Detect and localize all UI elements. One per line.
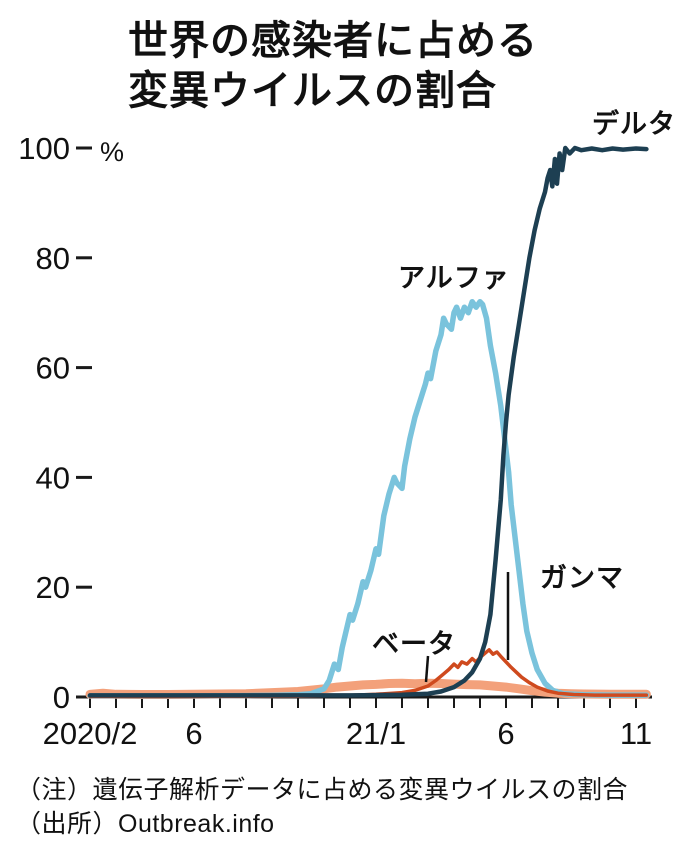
x-tick-label: 6 [185, 716, 202, 751]
x-tick-label: 11 [620, 716, 652, 751]
y-tick-label: 20 [36, 570, 70, 605]
x-tick-label: 6 [497, 716, 514, 751]
series-label-gamma: ガンマ [540, 563, 624, 593]
chart-title: 世界の感染者に占める 変異ウイルスの割合 [128, 16, 538, 116]
y-tick-label: 60 [36, 351, 70, 386]
x-tick-label: 21/1 [346, 716, 406, 751]
y-unit-label: % [100, 137, 124, 167]
footnote-source: （出所）Outbreak.info [16, 810, 275, 838]
y-tick-label: 0 [53, 680, 70, 715]
beta-leader-line [424, 655, 430, 683]
footnote-note: （注）遺伝子解析データに占める変異ウイルスの割合 [16, 776, 629, 804]
y-tick-label: 100 [18, 131, 70, 166]
y-tick-label: 80 [36, 241, 70, 276]
series-line-alpha [87, 298, 650, 699]
series-label-delta: デルタ [592, 109, 676, 139]
chart-title-line1: 世界の感染者に占める [128, 19, 538, 63]
x-tick-label: 2020/2 [43, 716, 138, 751]
y-tick-label: 40 [36, 460, 70, 495]
chart-title-line2: 変異ウイルスの割合 [128, 69, 497, 113]
series-line-delta [87, 145, 649, 698]
series-label-beta: ベータ [372, 629, 456, 659]
series-label-alpha: アルファ [398, 263, 510, 293]
